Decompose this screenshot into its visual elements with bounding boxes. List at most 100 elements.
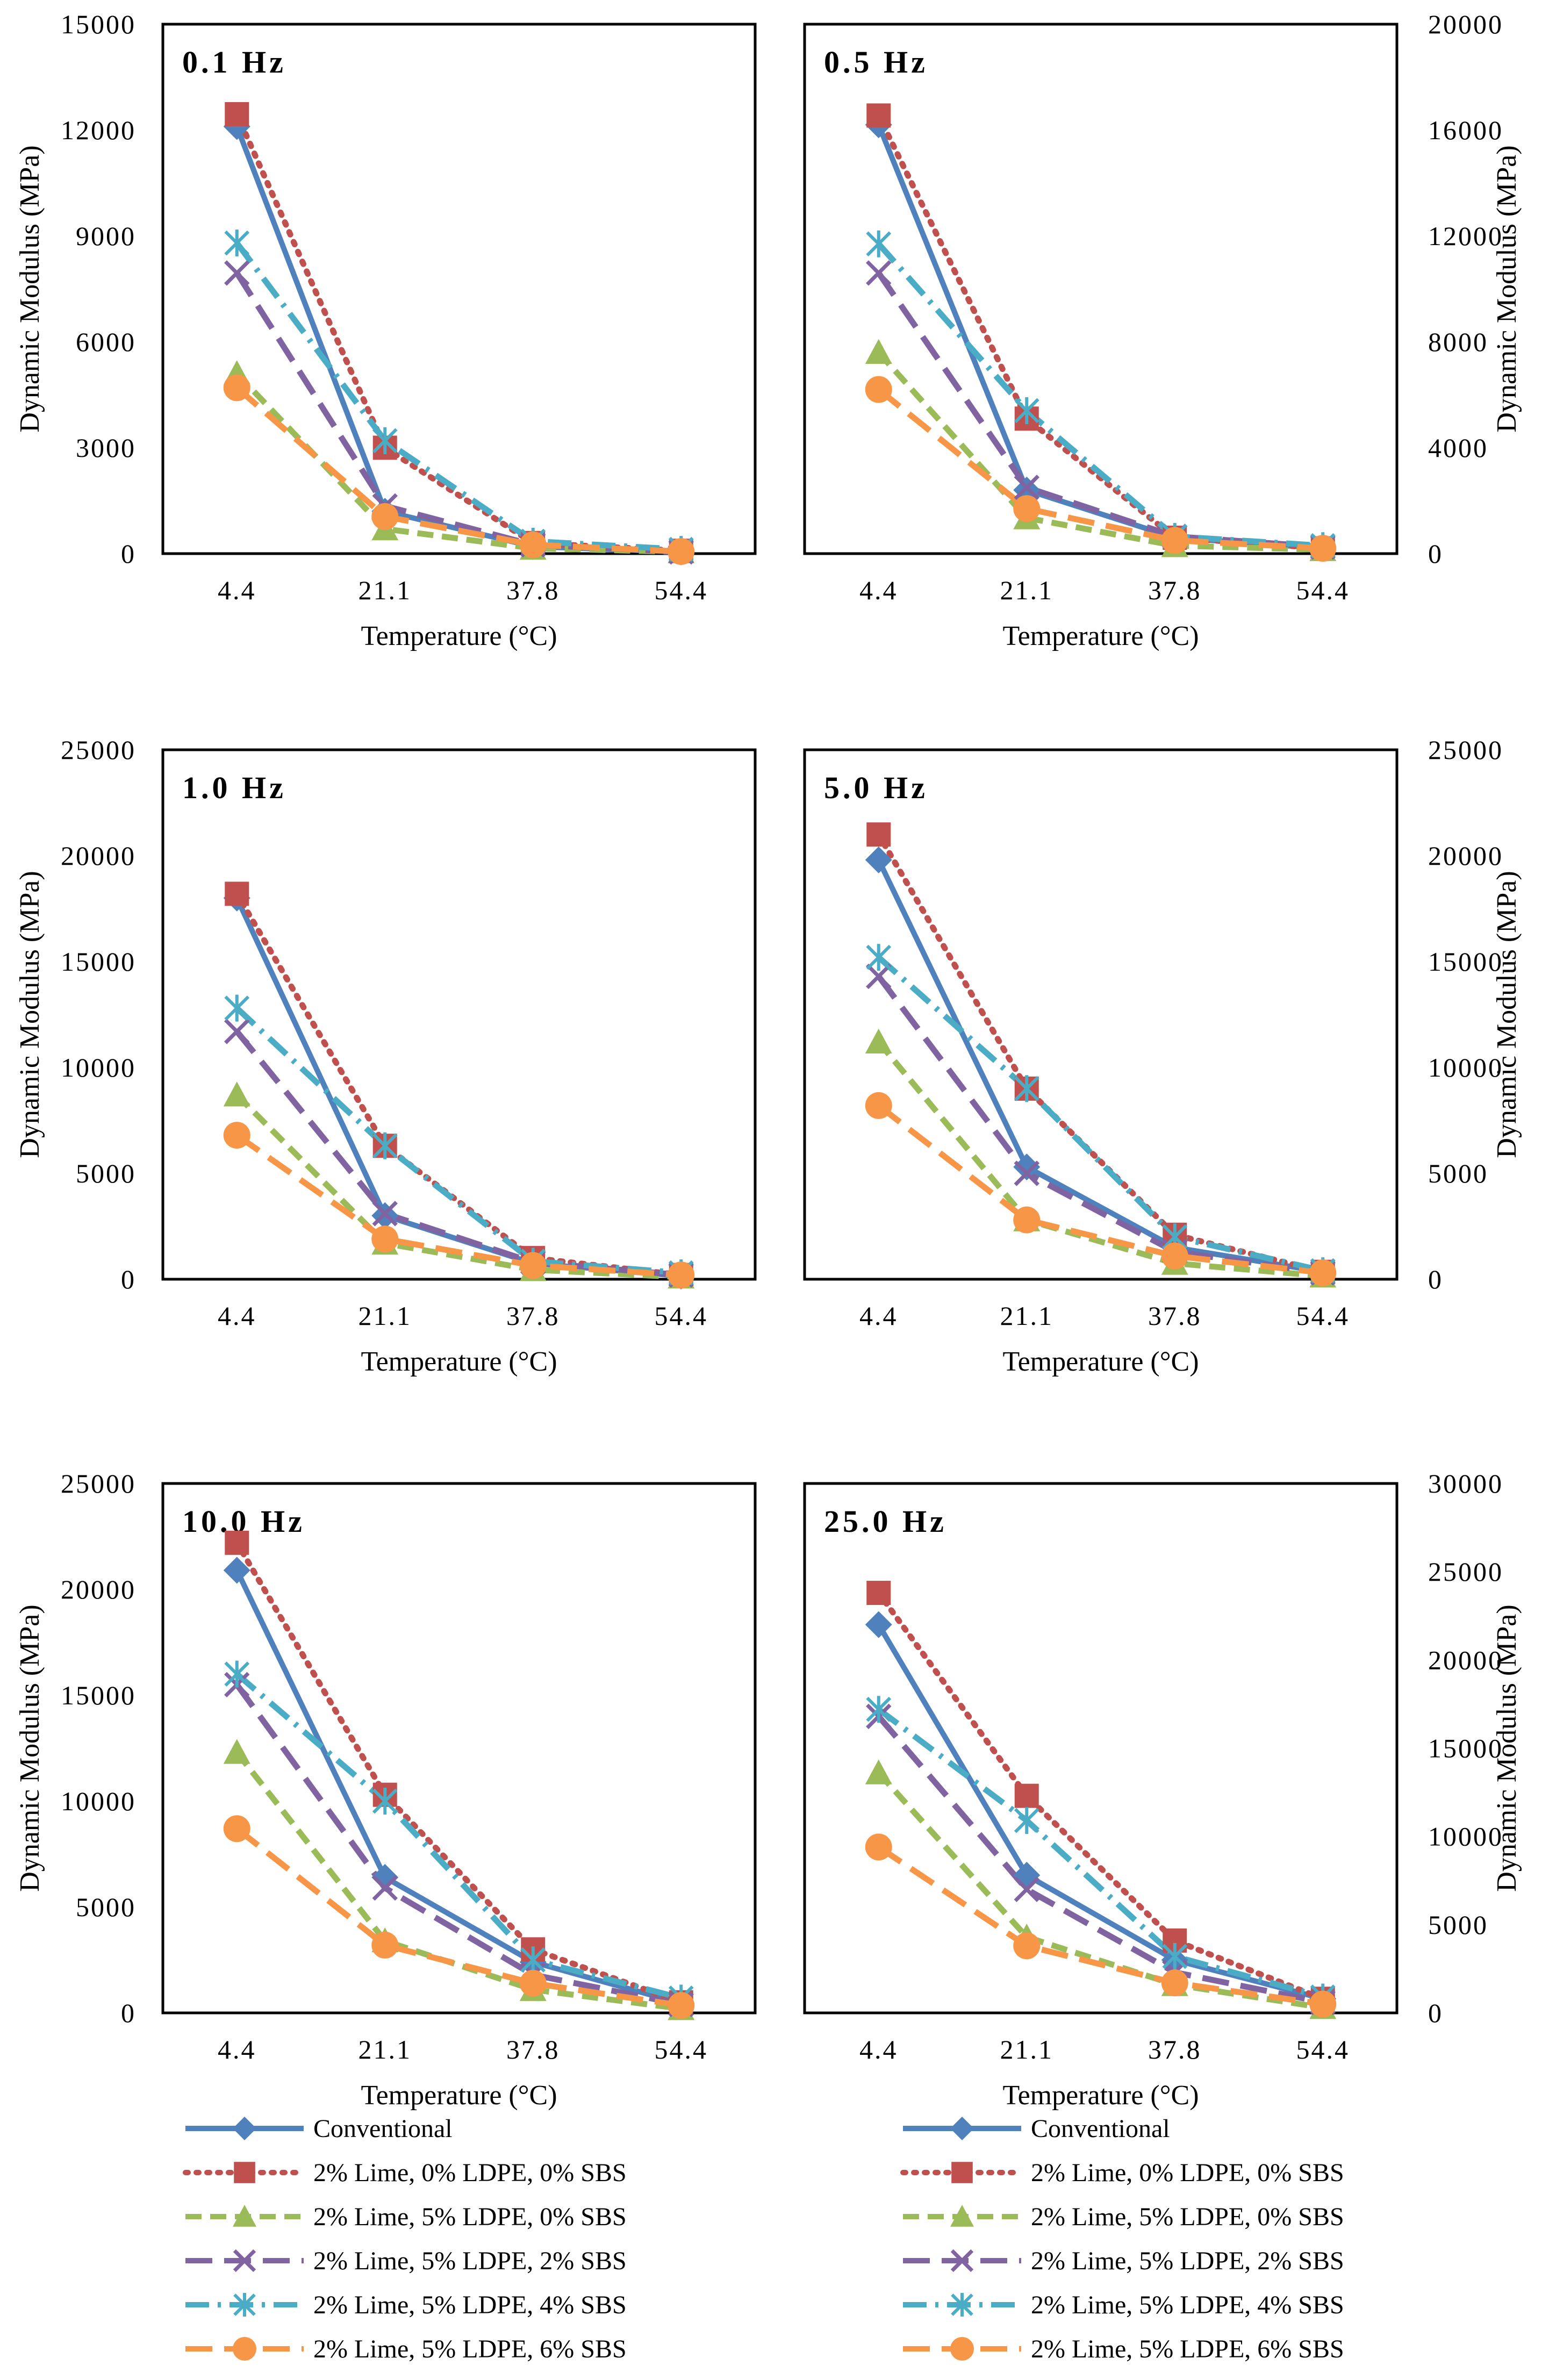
series-line-2-lime-5-ldpe-4-sbs [877,955,1324,1274]
data-point-2-lime-5-ldpe-6-sbs [668,1992,695,2019]
x-axis-title: Temperature (°C) [1002,1346,1199,1377]
series-line-conventional [234,1569,682,2006]
data-point-2-lime-5-ldpe-4-sbs [1014,397,1039,425]
x-tick-label: 54.4 [1296,575,1350,605]
y-axis-title: Dynamic Modulus (MPa) [15,145,45,432]
y-tick-label: 4000 [1428,433,1488,463]
y-tick-label: 15000 [61,1680,136,1710]
x-tick-label: 4.4 [218,1301,256,1331]
y-tick-label: 10000 [1428,1822,1503,1852]
data-point-2-lime-5-ldpe-6-sbs [1161,1969,1188,1997]
x-axis-title: Temperature (°C) [1002,2080,1199,2111]
y-tick-label: 0 [1428,539,1443,569]
data-point-2-lime-5-ldpe-6-sbs [371,1931,399,1959]
y-axis-title: Dynamic Modulus (MPa) [1491,145,1522,432]
data-point-2-lime-5-ldpe-4-sbs [520,1946,546,1974]
plot-frame [161,1482,757,2015]
series-line-2-lime-5-ldpe-0-sbs [234,1750,682,2012]
series-line-conventional [234,125,682,555]
data-point-2-lime-5-ldpe-6-sbs [1161,527,1188,554]
chart-panel-25-0-hz: 25.0 Hz 0 5000 10000 15000 20000 25000 30000 Dyn… [803,1468,1522,2111]
y-tick-label: 25000 [1428,1557,1503,1587]
data-point-2-lime-5-ldpe-6-sbs [1309,1259,1337,1287]
legend-entry: Conventional [903,2114,1170,2143]
panel-frequency-label: 0.1 Hz [182,45,286,80]
data-point-2-lime-5-ldpe-0-sbs [865,339,892,364]
data-point-2-lime-5-ldpe-2-sbs [372,1201,398,1227]
panel-frequency-label: 5.0 Hz [824,770,928,805]
data-point-2-lime-5-ldpe-0-sbs [865,1028,892,1053]
x-tick-label: 21.1 [358,2034,412,2064]
legend-bottom-right: Conventional 2% Lime, 0% LDPE, 0% SBS 2% L… [900,2114,1344,2363]
series-line-conventional [876,124,1323,551]
data-point-2-lime-5-ldpe-6-sbs [668,538,695,565]
legend-marker-2-lime-5-ldpe-6-sbs [233,2337,256,2361]
y-tick-label: 9000 [76,221,136,251]
legend-label: 2% Lime, 5% LDPE, 4% SBS [313,2291,627,2319]
data-point-2-lime-0-ldpe-0-sbs [225,1530,249,1555]
data-point-2-lime-0-ldpe-0-sbs [225,102,249,126]
x-tick-label: 54.4 [1296,1301,1350,1331]
series-line-2-lime-5-ldpe-6-sbs [877,387,1323,551]
chart-panel-5-0-hz: 5.0 Hz 0 5000 10000 15000 20000 25000 Dynamic M… [803,735,1522,1377]
y-tick-label: 12000 [1428,221,1503,251]
plot-frame [161,748,757,1281]
data-point-2-lime-5-ldpe-4-sbs [1014,1807,1039,1834]
data-point-2-lime-5-ldpe-4-sbs [866,1696,892,1723]
series-line-2-lime-5-ldpe-6-sbs [877,1103,1323,1276]
x-tick-label: 37.8 [506,575,560,605]
series-line-2-lime-5-ldpe-6-sbs [235,1826,682,2009]
series-line-2-lime-5-ldpe-4-sbs [235,1006,682,1276]
x-tick-label: 37.8 [1148,575,1202,605]
data-point-2-lime-5-ldpe-4-sbs [224,994,250,1022]
x-tick-label: 4.4 [859,2034,898,2064]
y-tick-label: 0 [1428,1998,1443,2028]
x-tick-label: 37.8 [1148,1301,1202,1331]
y-tick-label: 0 [121,1998,136,2028]
y-tick-label: 0 [1428,1264,1443,1294]
y-tick-label: 25000 [61,735,136,765]
data-point-2-lime-5-ldpe-2-sbs [224,260,250,286]
y-tick-label: 15000 [61,9,136,39]
chart-panel-1-0-hz: 1.0 Hz 0 5000 10000 15000 20000 25000 Dynamic M… [15,735,757,1377]
plot-frame [803,23,1399,555]
y-tick-label: 15000 [1428,1733,1503,1764]
x-tick-label: 37.8 [506,2034,560,2064]
y-tick-label: 10000 [61,1052,136,1083]
legend-marker-conventional [950,2117,974,2140]
y-tick-label: 15000 [61,947,136,977]
legend-label: 2% Lime, 0% LDPE, 0% SBS [1031,2159,1344,2187]
data-point-2-lime-5-ldpe-2-sbs [1014,1160,1039,1186]
legend-bottom-left: Conventional 2% Lime, 0% LDPE, 0% SBS 2% L… [183,2114,627,2363]
data-point-2-lime-5-ldpe-6-sbs [519,1252,547,1279]
data-point-2-lime-5-ldpe-0-sbs [865,1759,892,1784]
x-tick-label: 37.8 [1148,2034,1202,2064]
x-tick-label: 21.1 [358,1301,412,1331]
x-tick-label: 21.1 [358,575,412,605]
legend-marker-conventional [233,2117,256,2140]
series-line-2-lime-0-ldpe-0-sbs [876,112,1326,551]
y-tick-label: 20000 [1428,9,1503,39]
data-point-2-lime-5-ldpe-4-sbs [866,944,892,971]
y-tick-label: 0 [121,539,136,569]
data-point-2-lime-5-ldpe-4-sbs [224,230,250,257]
legend-label: 2% Lime, 5% LDPE, 6% SBS [313,2335,627,2363]
data-point-2-lime-5-ldpe-4-sbs [1014,1075,1039,1102]
data-point-conventional [865,846,892,873]
legend-entry: Conventional [185,2114,453,2143]
y-tick-label: 3000 [76,433,136,463]
legend-entry: 2% Lime, 5% LDPE, 4% SBS [903,2291,1344,2319]
y-tick-label: 6000 [76,327,136,357]
legend-entry: 2% Lime, 0% LDPE, 0% SBS [900,2159,1344,2187]
data-point-2-lime-5-ldpe-0-sbs [223,1081,250,1107]
data-point-2-lime-5-ldpe-6-sbs [1309,535,1337,562]
legend-label: 2% Lime, 5% LDPE, 6% SBS [1031,2335,1344,2363]
legend-entry: 2% Lime, 5% LDPE, 0% SBS [903,2203,1344,2231]
x-tick-label: 4.4 [218,575,256,605]
legend-label: 2% Lime, 5% LDPE, 4% SBS [1031,2291,1344,2319]
data-point-2-lime-0-ldpe-0-sbs [1014,1783,1039,1808]
x-tick-label: 21.1 [1000,575,1054,605]
legend-entry: 2% Lime, 5% LDPE, 6% SBS [185,2335,627,2363]
x-tick-label: 4.4 [859,575,898,605]
legend-marker-2-lime-5-ldpe-6-sbs [950,2337,974,2361]
